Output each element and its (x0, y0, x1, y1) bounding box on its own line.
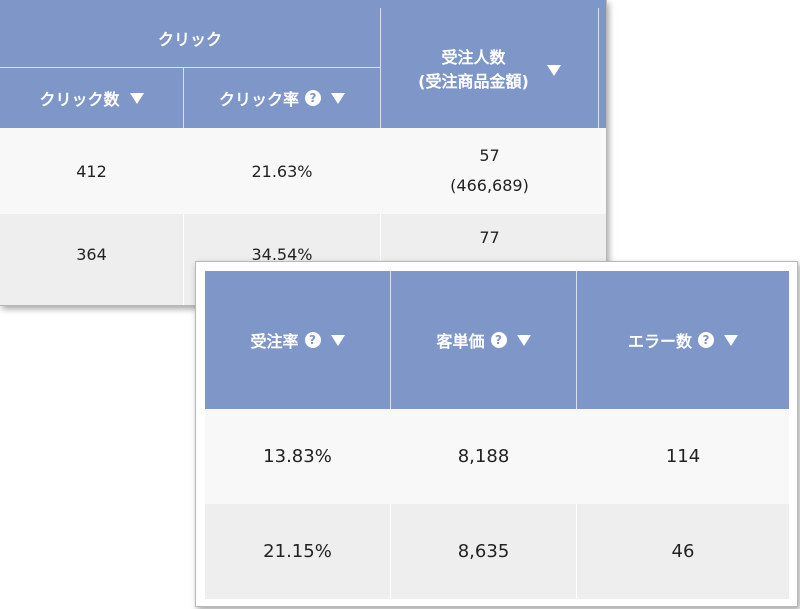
help-icon[interactable]: ? (305, 90, 321, 106)
sort-down-icon[interactable] (129, 92, 144, 104)
header-divider (0, 67, 380, 68)
column-header-clicks[interactable]: クリック数 (0, 68, 183, 128)
group-header-label: クリック (157, 30, 222, 49)
sort-down-icon[interactable] (516, 334, 531, 346)
cell-errors: 114 (665, 446, 701, 467)
column-label: 受注人数 (受注商品金額) (418, 46, 529, 94)
cell-divider (183, 214, 184, 305)
cell-order-rate: 21.15% (263, 541, 332, 562)
cell-errors: 46 (671, 541, 695, 562)
sort-down-icon[interactable] (331, 92, 345, 104)
help-icon[interactable]: ? (490, 332, 507, 348)
help-icon[interactable]: ? (698, 332, 714, 348)
sort-down-icon[interactable] (724, 334, 738, 346)
column-header-orders[interactable]: 受注人数 (受注商品金額) (381, 20, 598, 120)
cell-click-rate: 34.54% (251, 244, 313, 264)
orders-count: 57 (479, 146, 500, 165)
table-row: 13.83% 8,188 114 (205, 409, 789, 504)
column-label: 客単価 (436, 332, 485, 351)
column-label: クリック数 (39, 90, 120, 109)
column-label-line1: 受注人数 (441, 48, 506, 67)
orders-amount: (466,689) (450, 176, 529, 195)
table-row: 412 21.63% 57 (466,689) (0, 128, 606, 214)
column-label: クリック率 (218, 90, 299, 109)
column-header-unit-price[interactable]: 客単価 ? (391, 271, 576, 409)
table-header (0, 0, 606, 128)
table-row: 21.15% 8,635 46 (205, 504, 789, 599)
cell-orders: 57 (466,689) (381, 128, 598, 214)
order-metrics-table: 受注率 ? 客単価 ? エラー数 ? 13.83% 8,188 114 21.1… (195, 261, 798, 607)
cell-unit-price: 8,188 (457, 446, 510, 467)
column-header-order-rate[interactable]: 受注率 ? (205, 271, 390, 409)
header-divider (576, 271, 577, 409)
header-divider (380, 8, 381, 128)
column-header-click-rate[interactable]: クリック率 ? (184, 68, 380, 128)
column-label: エラー数 (627, 332, 692, 351)
sort-down-icon[interactable] (330, 334, 345, 346)
column-header-errors[interactable]: エラー数 ? (577, 271, 789, 409)
cell-clicks: 364 (76, 244, 107, 264)
cell-divider (390, 504, 391, 599)
cell-divider (380, 214, 381, 305)
cell-unit-price: 8,635 (457, 541, 510, 562)
cell-click-rate: 21.63% (251, 161, 313, 181)
column-label-line2: (受注商品金額) (418, 72, 529, 91)
sort-down-icon[interactable] (546, 64, 561, 76)
header-divider (183, 67, 184, 128)
column-label: 受注率 (250, 332, 299, 351)
cell-order-rate: 13.83% (263, 446, 332, 467)
click-metrics-table: クリック クリック数 クリック率 ? 受注人数 (受注商品金額) 412 21.… (0, 0, 607, 306)
orders-count: 77 (479, 228, 500, 247)
cell-divider (576, 504, 577, 599)
help-icon[interactable]: ? (304, 332, 321, 348)
group-header-click: クリック (0, 20, 380, 56)
header-divider (390, 271, 391, 409)
cell-clicks: 412 (76, 161, 107, 181)
header-divider (598, 8, 599, 128)
